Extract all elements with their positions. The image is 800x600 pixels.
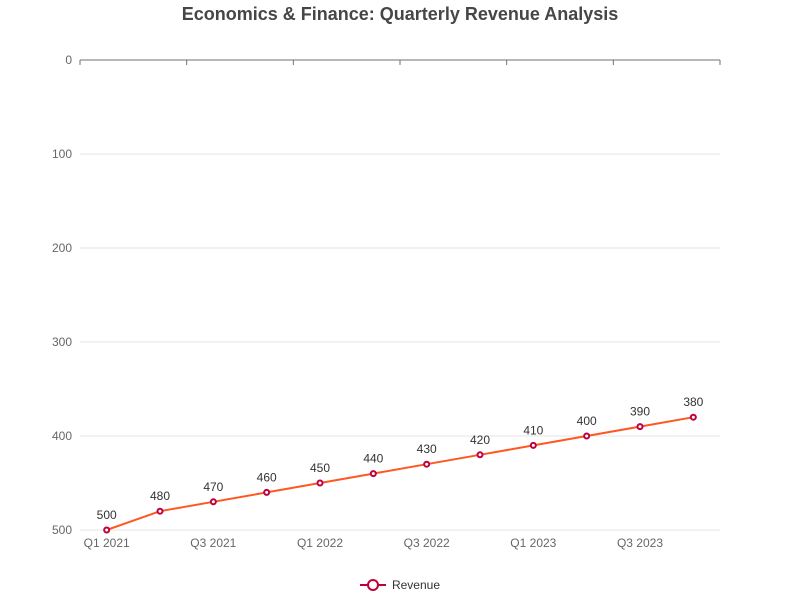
- data-label: 450: [310, 461, 330, 475]
- data-label: 470: [203, 480, 223, 494]
- data-point: [369, 470, 377, 478]
- data-label: 440: [363, 452, 383, 466]
- data-point: [583, 432, 591, 440]
- series-line-revenue: [106, 416, 694, 531]
- data-label: 500: [97, 508, 117, 522]
- data-point: [423, 460, 431, 468]
- data-label: 400: [577, 414, 597, 428]
- legend-label: Revenue: [391, 578, 441, 592]
- data-point: [263, 488, 271, 496]
- x-tick-label: Q3 2021: [190, 536, 236, 550]
- data-label: 480: [150, 489, 170, 503]
- y-tick-label: 200: [52, 241, 72, 255]
- data-point: [156, 507, 164, 515]
- x-tick-label: Q1 2022: [297, 536, 343, 550]
- data-point: [103, 526, 111, 534]
- legend[interactable]: Revenue: [0, 578, 800, 592]
- x-tick-label: Q1 2021: [84, 536, 130, 550]
- data-point: [636, 423, 644, 431]
- data-label: 460: [257, 470, 277, 484]
- data-label: 380: [683, 395, 703, 409]
- data-label: 420: [470, 433, 490, 447]
- y-tick-label: 100: [52, 147, 72, 161]
- y-tick-label: 300: [52, 335, 72, 349]
- x-tick-label: Q3 2023: [617, 536, 663, 550]
- chart-title: Economics & Finance: Quarterly Revenue A…: [181, 4, 619, 24]
- data-label: 390: [630, 405, 650, 419]
- y-tick-label: 0: [65, 53, 72, 67]
- y-tick-label: 400: [52, 429, 72, 443]
- data-point: [476, 451, 484, 459]
- data-label: 430: [417, 442, 437, 456]
- data-point: [316, 479, 324, 487]
- x-tick-label: Q3 2022: [404, 536, 450, 550]
- data-point: [529, 441, 537, 449]
- data-point: [689, 413, 697, 421]
- data-point: [209, 498, 217, 506]
- y-tick-label: 500: [52, 523, 72, 537]
- x-tick-label: Q1 2023: [510, 536, 556, 550]
- data-label: 410: [523, 423, 543, 437]
- legend-marker-icon: [359, 579, 386, 591]
